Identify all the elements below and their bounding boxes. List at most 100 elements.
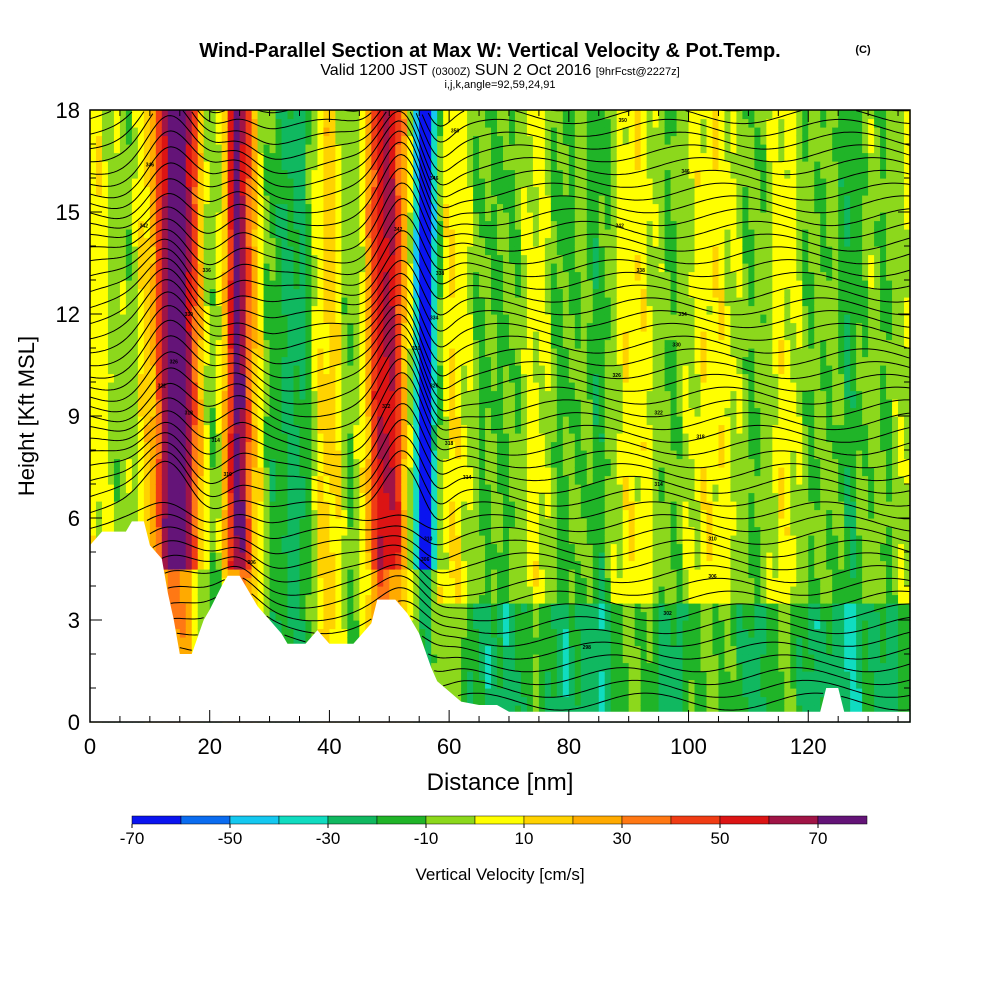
field-cell [485, 331, 492, 341]
field-cell [431, 492, 438, 502]
field-cell [269, 424, 277, 434]
field-cell [365, 577, 372, 587]
field-cell [383, 246, 390, 256]
field-cell [293, 450, 301, 460]
field-cell [275, 263, 283, 273]
field-cell [239, 458, 247, 468]
field-cell [497, 348, 504, 358]
field-cell [425, 339, 432, 349]
field-cell [269, 220, 277, 230]
field-cell [425, 195, 432, 205]
field-cell [167, 577, 175, 587]
field-cell [281, 535, 289, 545]
field-cell [377, 552, 384, 562]
field-cell [335, 161, 342, 171]
field-cell [275, 484, 283, 494]
field-cell [167, 382, 175, 392]
field-cell [191, 390, 199, 400]
field-cell [245, 135, 253, 145]
field-cell [275, 569, 283, 579]
field-cell [473, 560, 480, 570]
field-cell [425, 433, 432, 443]
field-cell [479, 475, 486, 485]
field-cell [371, 560, 378, 570]
field-cell [455, 509, 462, 519]
field-cell [281, 356, 289, 366]
field-cell [437, 339, 444, 349]
field-cell [203, 331, 211, 341]
field-cell [275, 458, 283, 468]
field-cell [455, 577, 462, 587]
field-cell [101, 526, 109, 536]
field-cell [113, 526, 121, 536]
field-cell [449, 628, 456, 638]
field-cell [143, 331, 151, 341]
field-cell [431, 229, 438, 239]
field-cell [407, 110, 414, 120]
field-cell [215, 186, 223, 196]
field-cell [221, 118, 229, 128]
field-cell [221, 475, 229, 485]
field-cell [191, 246, 199, 256]
field-cell [209, 365, 217, 375]
field-cell [479, 178, 486, 188]
field-cell [467, 543, 474, 553]
field-cell [221, 492, 229, 502]
field-cell [377, 331, 384, 341]
field-cell [251, 348, 259, 358]
field-cell [323, 535, 331, 545]
field-cell [329, 509, 337, 519]
field-cell [371, 186, 378, 196]
field-cell [137, 356, 145, 366]
field-cell [449, 620, 456, 630]
field-cell [371, 518, 378, 528]
field-cell [371, 271, 378, 281]
field-cell [95, 433, 103, 443]
field-cell [113, 288, 121, 298]
field-cell [293, 467, 301, 477]
field-cell [149, 399, 157, 409]
field-cell [311, 620, 319, 630]
field-cell [161, 373, 169, 383]
field-cell [101, 433, 109, 443]
field-cell [305, 467, 313, 477]
field-cell [467, 186, 474, 196]
field-cell [227, 373, 235, 383]
field-cell [365, 467, 372, 477]
field-cell [101, 509, 109, 519]
field-cell [485, 237, 492, 247]
field-cell [347, 518, 354, 528]
field-cell [449, 594, 456, 604]
field-cell [401, 535, 408, 545]
field-cell [191, 569, 199, 579]
field-cell [137, 144, 145, 154]
field-cell [461, 382, 468, 392]
field-cell [329, 543, 337, 553]
field-cell [299, 271, 307, 281]
field-cell [113, 237, 121, 247]
field-cell [491, 450, 498, 460]
field-cell [149, 246, 157, 256]
field-cell [329, 229, 337, 239]
field-cell [347, 186, 354, 196]
field-cell [341, 620, 348, 630]
field-cell [395, 433, 402, 443]
field-cell [395, 331, 402, 341]
field-cell [377, 263, 384, 273]
field-cell [491, 263, 498, 273]
field-cell [365, 220, 372, 230]
field-cell [335, 484, 342, 494]
field-cell [419, 212, 426, 222]
field-cell [173, 348, 181, 358]
field-cell [305, 229, 313, 239]
field-cell [353, 407, 360, 417]
field-cell [329, 356, 337, 366]
field-cell [137, 110, 145, 120]
field-cell [425, 152, 432, 162]
field-cell [347, 441, 354, 451]
field-cell [467, 552, 474, 562]
field-cell [449, 331, 456, 341]
field-cell [173, 441, 181, 451]
field-cell [359, 237, 366, 247]
field-cell [449, 569, 456, 579]
